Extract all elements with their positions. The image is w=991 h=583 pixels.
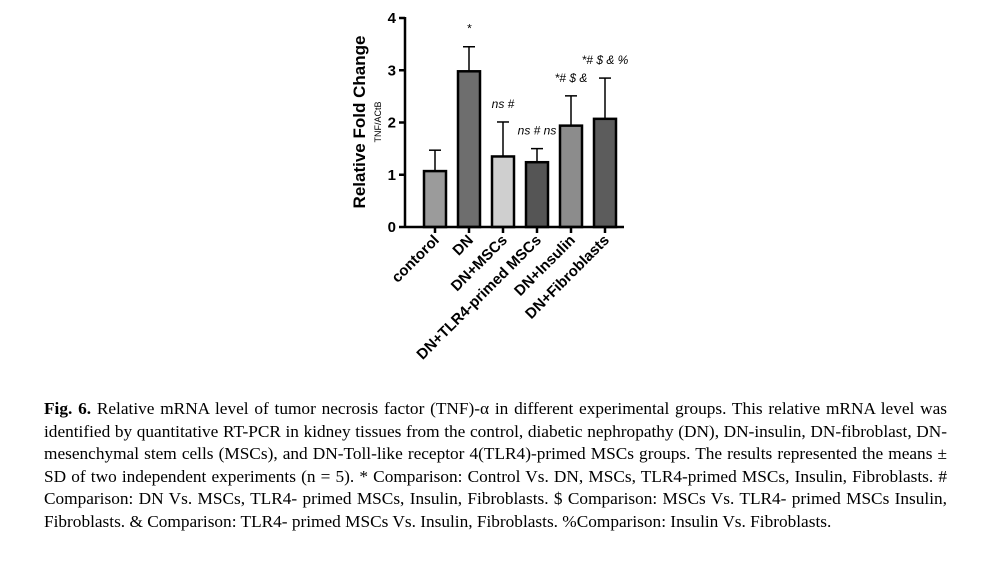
significance-label: *# $ & xyxy=(555,71,588,85)
bar xyxy=(592,117,618,229)
caption-text: Relative mRNA level of tumor necrosis fa… xyxy=(44,399,948,531)
y-axis-label-group: Relative Fold Change TNF/ACtB xyxy=(350,36,383,209)
bar-group: ns # ns xyxy=(518,124,557,229)
chart-area: Relative Fold Change TNF/ACtB * ns # ns # … xyxy=(350,10,629,363)
bar-group: *# $ & xyxy=(555,71,588,229)
y-axis-label: Relative Fold Change xyxy=(350,36,369,209)
bar xyxy=(490,155,516,229)
bar xyxy=(524,160,550,229)
significance-label: ns # xyxy=(492,97,515,111)
y-tick-label: 0 xyxy=(388,219,396,236)
significance-label: *# $ & % xyxy=(582,53,629,67)
bars-layer: * ns #ns # ns *# $ & *# $ & % xyxy=(422,22,629,229)
y-tick-label: 1 xyxy=(388,167,396,184)
bar-chart: Relative Fold Change TNF/ACtB * ns #ns # … xyxy=(350,10,629,363)
y-tick-label: 3 xyxy=(388,62,396,79)
bar xyxy=(558,124,584,229)
y-tick-label: 4 xyxy=(388,10,397,27)
bar-group xyxy=(422,149,448,229)
x-tick-label: contorol xyxy=(388,232,442,286)
bar xyxy=(422,169,448,229)
significance-label: * xyxy=(467,22,472,36)
y-tick-label: 2 xyxy=(388,115,396,132)
bar-group: ns # xyxy=(490,97,516,229)
caption-label: Fig. 6. xyxy=(44,399,92,418)
y-axis-sublabel: TNF/ACtB xyxy=(373,101,383,142)
significance-label: ns # ns xyxy=(518,124,557,138)
bar-group: * xyxy=(456,22,482,229)
bar-group: *# $ & % xyxy=(582,53,629,229)
bar xyxy=(456,70,482,229)
figure-caption: Fig. 6. Relative mRNA level of tumor nec… xyxy=(44,398,947,534)
x-tick-label: DN xyxy=(449,232,476,259)
